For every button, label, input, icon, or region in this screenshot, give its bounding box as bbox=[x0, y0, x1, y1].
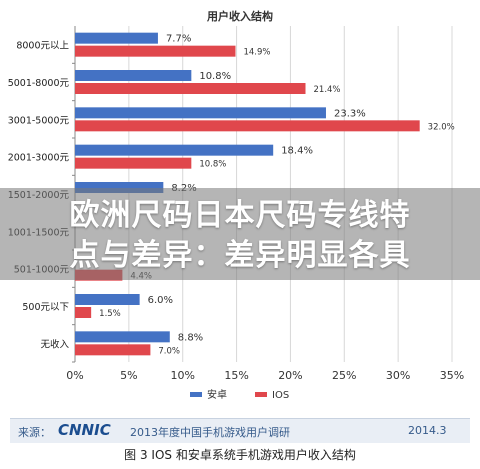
data-label: 7.0% bbox=[158, 346, 180, 356]
legend-swatch bbox=[255, 392, 267, 397]
bar-android bbox=[75, 294, 140, 305]
legend-label: IOS bbox=[272, 390, 289, 401]
x-tick-label: 0% bbox=[66, 369, 83, 382]
figure-caption: 图 3 IOS 和安卓系统手机游戏用户收入结构 bbox=[124, 448, 356, 462]
data-label: 21.4% bbox=[314, 85, 341, 95]
category-label: 3001-5000元 bbox=[8, 115, 70, 126]
bar-android bbox=[75, 144, 274, 156]
bar-ios bbox=[75, 120, 420, 132]
bar-android bbox=[75, 182, 164, 193]
survey-date: 2014.3 bbox=[408, 424, 447, 437]
source-label: 来源： bbox=[18, 426, 51, 439]
overlay-headline: 欧洲尺码日本尺码专线特 点与差异：差异明显各具 bbox=[0, 196, 480, 276]
category-label: 5001-8000元 bbox=[8, 78, 70, 89]
data-label: 23.3% bbox=[334, 108, 366, 119]
survey-name: 2013年度中国手机游戏用户调研 bbox=[130, 426, 290, 439]
cnnic-logo: CNNIC bbox=[58, 421, 111, 439]
bar-android bbox=[75, 331, 170, 343]
watermark-overlay bbox=[0, 188, 480, 280]
data-label: 10.8% bbox=[199, 160, 226, 170]
category-label: 8000元以上 bbox=[16, 41, 69, 52]
data-label: 32.0% bbox=[428, 122, 455, 132]
data-label: 7.7% bbox=[166, 34, 191, 45]
data-label: 10.8% bbox=[199, 71, 231, 82]
x-tick-label: 5% bbox=[120, 369, 137, 382]
x-tick-label: 30% bbox=[386, 369, 410, 382]
income-structure-chart: 用户收入结构 0% 5% 10% 15% 20% 25% 30% 35% 8000元以上 7.7% 1… bbox=[8, 9, 465, 401]
overlay-line-2: 点与差异：差异明显各具 bbox=[69, 238, 411, 273]
x-tick-label: 20% bbox=[278, 369, 302, 382]
bar-ios bbox=[75, 307, 92, 318]
bar-android bbox=[75, 107, 326, 119]
x-tick-label: 10% bbox=[170, 369, 194, 382]
x-tick-label: 25% bbox=[332, 369, 356, 382]
data-label: 6.0% bbox=[148, 295, 173, 306]
x-tick-label: 35% bbox=[440, 369, 464, 382]
source-footer: 来源： CNNIC 2013年度中国手机游戏用户调研 2014.3 bbox=[10, 418, 470, 443]
bar-android bbox=[75, 70, 192, 81]
data-label: 18.4% bbox=[281, 146, 313, 157]
overlay-line-1: 欧洲尺码日本尺码专线特 bbox=[69, 198, 411, 233]
bar-ios bbox=[75, 83, 306, 94]
category-label: 2001-3000元 bbox=[8, 153, 70, 164]
x-tick-label: 15% bbox=[224, 369, 248, 382]
data-label: 14.9% bbox=[243, 48, 270, 58]
legend-label: 安卓 bbox=[207, 388, 227, 401]
bar-ios bbox=[75, 157, 192, 169]
category-label: 无收入 bbox=[40, 338, 69, 350]
chart-title: 用户收入结构 bbox=[207, 9, 273, 23]
bar-android bbox=[75, 32, 158, 44]
data-label: 8.8% bbox=[178, 332, 203, 343]
bar-ios bbox=[75, 344, 151, 356]
category-label: 500元以下 bbox=[22, 302, 69, 313]
bar-ios bbox=[75, 45, 236, 57]
legend-swatch bbox=[190, 392, 202, 397]
data-label: 1.5% bbox=[99, 309, 121, 319]
